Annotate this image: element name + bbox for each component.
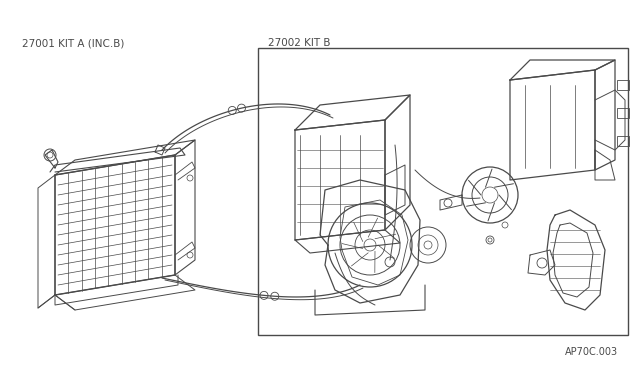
Text: 27002 KIT B: 27002 KIT B: [268, 38, 330, 48]
Bar: [258, 48, 628, 335]
Bar: [617, 136, 629, 146]
Text: AP70C.003: AP70C.003: [565, 347, 618, 357]
Bar: [617, 108, 629, 118]
Text: 27001 KIT A (INC.B): 27001 KIT A (INC.B): [22, 38, 124, 48]
Bar: [617, 80, 629, 90]
